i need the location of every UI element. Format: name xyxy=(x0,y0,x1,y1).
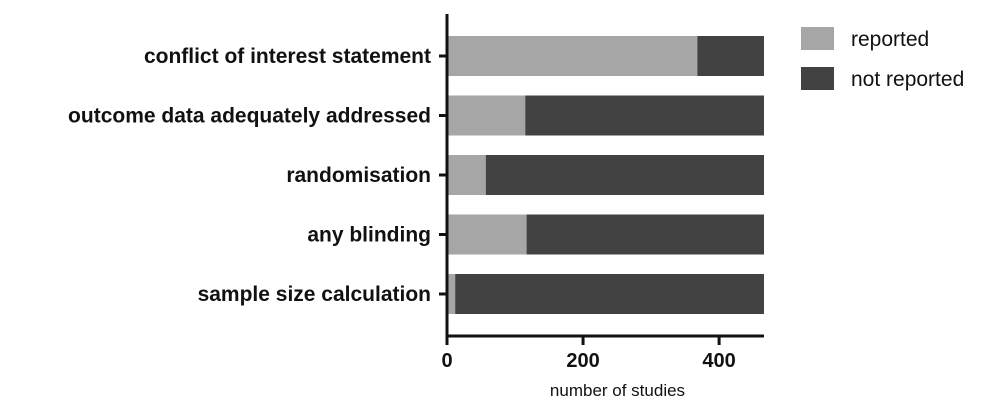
y-axis-ticks xyxy=(439,54,447,296)
bar-not-reported-2 xyxy=(485,155,764,195)
bar-not-reported-3 xyxy=(526,214,764,255)
bar-reported-1 xyxy=(447,95,526,136)
category-label: sample size calculation xyxy=(198,283,431,306)
legend: reported not reported xyxy=(801,27,964,91)
category-label: randomisation xyxy=(286,164,431,187)
bar-not-reported-0 xyxy=(697,36,764,76)
bar-reported-3 xyxy=(447,214,527,255)
category-label: conflict of interest statement xyxy=(144,45,431,68)
legend-label: not reported xyxy=(851,68,964,91)
x-axis-title: number of studies xyxy=(550,381,685,400)
x-tick-label: 200 xyxy=(566,350,599,372)
legend-swatch-not-reported xyxy=(801,67,834,90)
legend-swatch-reported xyxy=(801,27,834,50)
bar-reported-4 xyxy=(447,274,456,314)
category-labels: conflict of interest statement outcome da… xyxy=(68,45,431,306)
bars-group xyxy=(447,36,764,314)
x-tick-label: 400 xyxy=(702,350,735,372)
category-label: any blinding xyxy=(307,224,431,247)
legend-label: reported xyxy=(851,28,929,51)
bar-reported-0 xyxy=(447,36,698,76)
bar-not-reported-4 xyxy=(455,274,764,314)
x-tick-label: 0 xyxy=(441,350,452,372)
category-label: outcome data adequately addressed xyxy=(68,105,431,128)
bar-not-reported-1 xyxy=(525,95,764,136)
bar-reported-2 xyxy=(447,155,486,195)
x-axis-ticks: 0 200 400 xyxy=(441,336,736,372)
